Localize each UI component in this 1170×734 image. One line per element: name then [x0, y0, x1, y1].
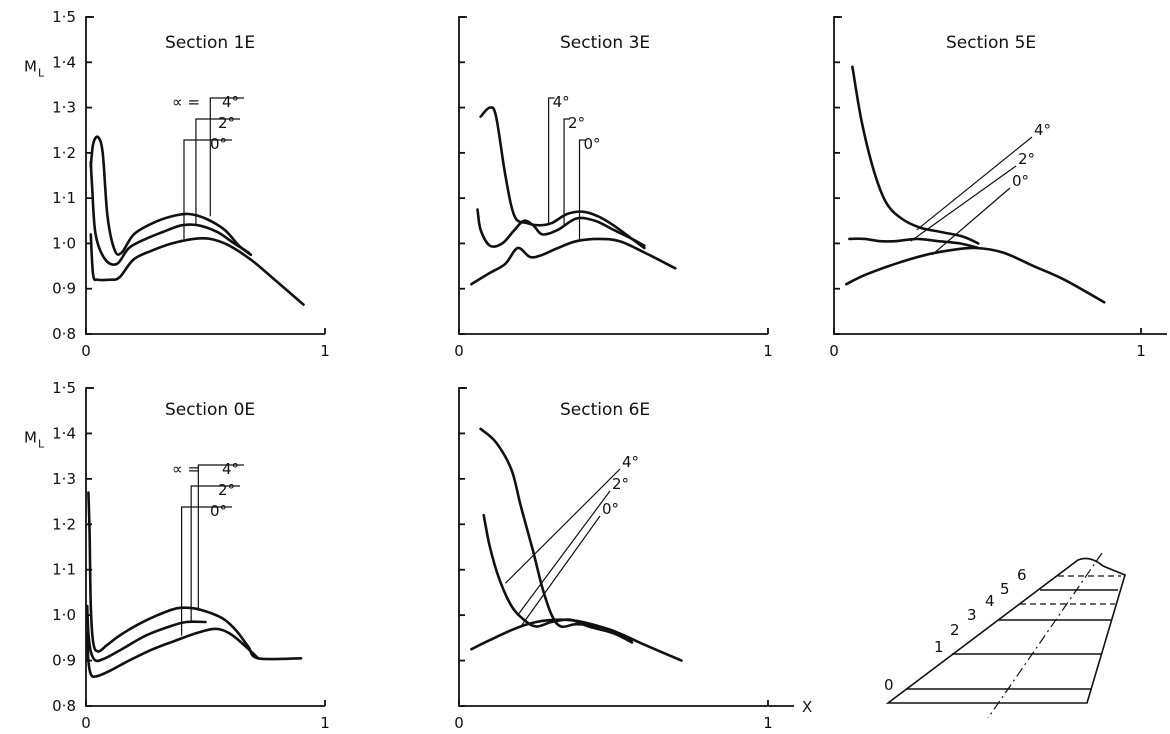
- y-axis-label-subscript: L: [38, 438, 45, 451]
- y-tick-label: 1·3: [52, 99, 76, 117]
- x-tick-label: 1: [320, 714, 330, 732]
- series-leader-line: [209, 97, 244, 217]
- series-line-0deg: [89, 233, 305, 306]
- panel-5: 0 1 X Section 6E 4° 2° 0°: [454, 387, 812, 732]
- alpha-annotation: ∝ =: [172, 460, 200, 478]
- series-leader-line: [916, 136, 1033, 231]
- x-tick-label: 0: [454, 342, 464, 360]
- y-tick-label: 1·2: [52, 515, 76, 533]
- series-label-2deg: 2°: [568, 114, 585, 132]
- series-line-2deg: [89, 160, 250, 266]
- series-line-4deg: [87, 491, 303, 661]
- chart-title: Section 3E: [560, 33, 650, 53]
- y-tick-label: 1·0: [52, 606, 76, 624]
- panel-2: 0 1 Section 3E 4° 2° 0°: [454, 16, 773, 360]
- series-line-4deg: [479, 106, 646, 250]
- series-line-4deg: [89, 135, 253, 257]
- chart-title: Section 0E: [165, 400, 255, 420]
- series-line-0deg: [470, 618, 683, 662]
- series-line-0deg: [85, 627, 260, 678]
- series-label-2deg: 2°: [1018, 150, 1035, 168]
- series-line-4deg: [851, 65, 980, 245]
- series-label-2deg: 2°: [612, 475, 629, 493]
- series-line-2deg: [482, 513, 634, 644]
- series-leader-line: [195, 118, 240, 226]
- x-tick-label: 0: [81, 714, 91, 732]
- y-tick-label: 1·5: [52, 379, 76, 397]
- wing-label-6: 6: [1017, 566, 1027, 584]
- y-tick-label: 1·4: [52, 53, 76, 71]
- x-tick-label: 1: [763, 714, 773, 732]
- y-tick-label: 0·8: [52, 697, 76, 715]
- wing-label-1: 1: [934, 638, 944, 656]
- wing-label-2: 2: [950, 621, 960, 639]
- series-leader-line: [517, 490, 611, 616]
- y-axis-label: M: [24, 429, 37, 447]
- series-leader-line: [197, 464, 244, 611]
- series-leader-line: [931, 187, 1011, 256]
- y-tick-label: 0·9: [52, 280, 76, 298]
- y-axis-label: M: [24, 57, 37, 75]
- x-tick-label: 0: [829, 342, 839, 360]
- y-tick-label: 1·4: [52, 424, 76, 442]
- series-label-4deg: 4°: [1034, 121, 1051, 139]
- x-tick-label: 1: [320, 342, 330, 360]
- x-tick-label: 1: [763, 342, 773, 360]
- y-tick-label: 1·5: [52, 8, 76, 26]
- chart-title: Section 6E: [560, 400, 650, 420]
- series-leader-line: [190, 485, 240, 622]
- wing-label-3: 3: [967, 606, 977, 624]
- series-leader-line: [504, 468, 621, 584]
- series-label-0deg: 0°: [584, 135, 601, 153]
- wing-outline: [885, 557, 1126, 704]
- x-tick-label: 0: [81, 342, 91, 360]
- y-tick-label: 1·1: [52, 561, 76, 579]
- series-leader-line: [910, 165, 1017, 242]
- y-tick-label: 1·1: [52, 189, 76, 207]
- series-leader-line: [520, 515, 601, 627]
- series-line-2deg: [848, 237, 980, 250]
- series-line-0deg: [470, 237, 677, 286]
- y-axis-label-subscript: L: [38, 66, 45, 79]
- y-tick-label: 0·9: [52, 652, 76, 670]
- chart-title: Section 5E: [946, 33, 1036, 53]
- series-label-0deg: 0°: [602, 500, 619, 518]
- x-axis-label: X: [802, 698, 812, 716]
- x-tick-label: 1: [1136, 342, 1146, 360]
- y-tick-label: 1·2: [52, 144, 76, 162]
- wing-label-5: 5: [1000, 580, 1010, 598]
- series-leader-line: [548, 97, 555, 224]
- wing-label-0: 0: [884, 676, 894, 694]
- series-label-4deg: 4°: [622, 453, 639, 471]
- series-line-2deg: [85, 604, 207, 663]
- series-label-4deg: 4°: [553, 93, 570, 111]
- series-leader-line: [563, 118, 571, 226]
- y-tick-label: 1·3: [52, 470, 76, 488]
- series-line-2deg: [476, 208, 646, 248]
- x-tick-label: 0: [454, 714, 464, 732]
- y-tick-label: 1·0: [52, 234, 76, 252]
- wing-label-4: 4: [985, 592, 995, 610]
- series-leader-line: [578, 139, 586, 242]
- series-line-0deg: [845, 246, 1106, 304]
- series-label-0deg: 0°: [1012, 172, 1029, 190]
- alpha-annotation: ∝ =: [172, 93, 200, 111]
- chart-title: Section 1E: [165, 33, 255, 53]
- wing-chord-dash-line: [987, 552, 1103, 719]
- series-leader-line: [183, 139, 232, 239]
- series-leader-line: [181, 506, 232, 636]
- y-tick-label: 0·8: [52, 325, 76, 343]
